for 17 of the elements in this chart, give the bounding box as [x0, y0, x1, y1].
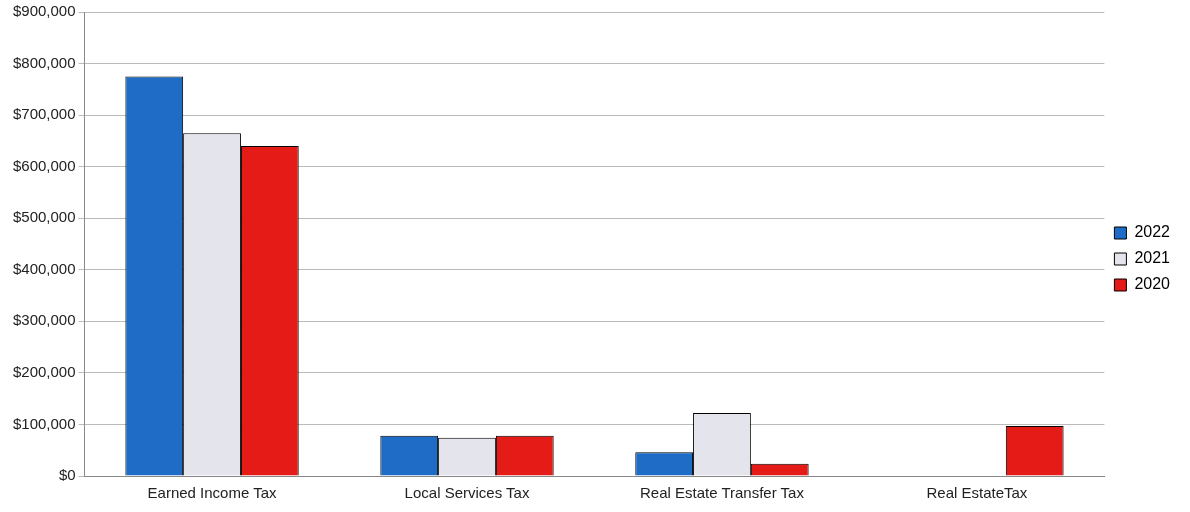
- y-tick-label: $100,000: [12, 414, 76, 432]
- y-tick-label: $0: [58, 466, 76, 484]
- legend-label: 2020: [1134, 275, 1171, 293]
- y-tick-label: $300,000: [12, 311, 76, 329]
- legend-label: 2022: [1134, 223, 1171, 241]
- x-tick-label: Local Services Tax: [404, 484, 530, 502]
- x-tick-label: Real Estate Transfer Tax: [639, 484, 805, 502]
- x-tick-label: Earned Income Tax: [147, 484, 278, 502]
- y-tick-label: $500,000: [12, 208, 76, 226]
- y-tick-label: $600,000: [12, 156, 76, 174]
- legend-label: 2021: [1134, 249, 1171, 267]
- y-tick-label: $700,000: [12, 105, 76, 123]
- x-tick-label: Real EstateTax: [926, 484, 1028, 502]
- y-tick-label: $900,000: [12, 2, 76, 20]
- y-tick-label: $400,000: [12, 259, 76, 277]
- y-tick-label: $800,000: [12, 53, 76, 71]
- y-tick-label: $200,000: [12, 363, 76, 381]
